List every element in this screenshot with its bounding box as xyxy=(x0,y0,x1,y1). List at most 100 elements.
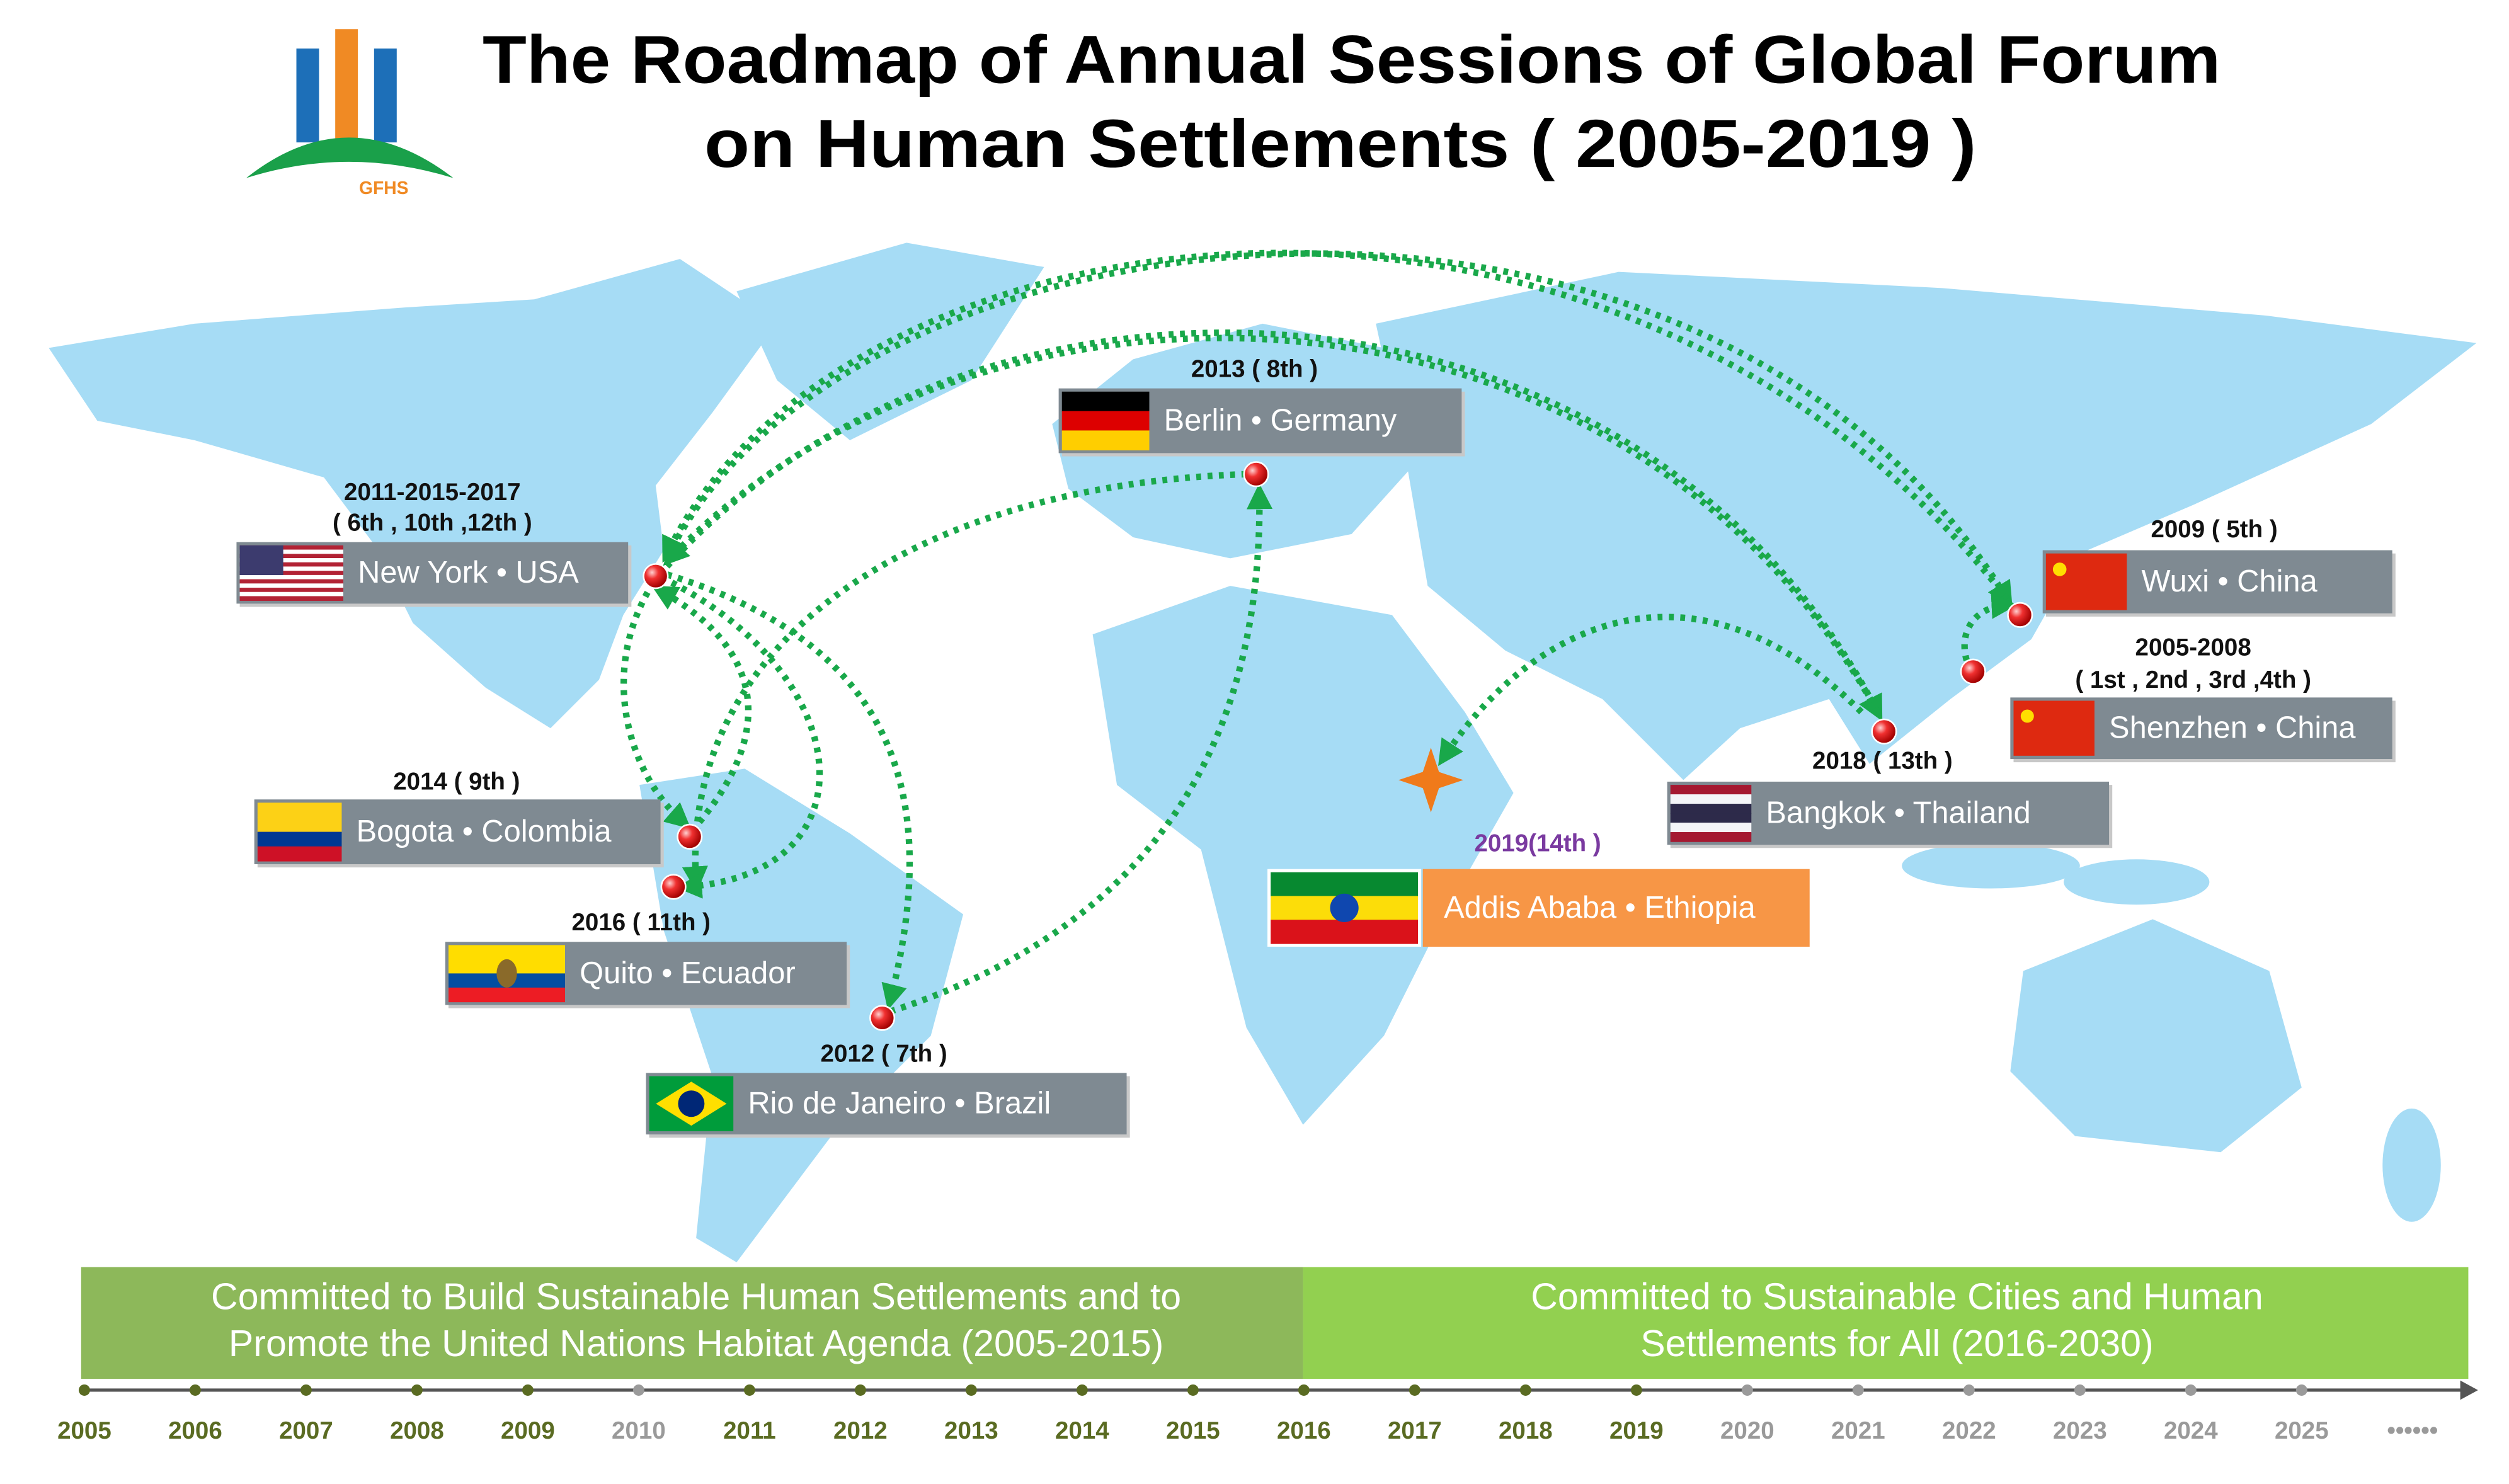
timeline-dot xyxy=(1187,1384,1199,1396)
timeline-dot xyxy=(1741,1384,1753,1396)
timeline-dot xyxy=(2185,1384,2197,1396)
flag-stripe xyxy=(239,596,344,601)
banner-text: Committed to Sustainable Cities and Huma… xyxy=(1531,1276,2263,1318)
logo-arc xyxy=(246,137,454,178)
place-label: Wuxi • China xyxy=(2141,564,2318,598)
flag-stripe xyxy=(257,846,342,862)
city-marker xyxy=(677,823,703,850)
timeline-year: 2007 xyxy=(279,1417,333,1444)
session: Shenzhen • China 2005-2008 ( 1st , 2nd , 3… xyxy=(1960,634,2396,763)
flag-stripe xyxy=(1670,785,1752,795)
star-marker xyxy=(1398,747,1463,813)
timeline-year: 2019 xyxy=(1609,1417,1664,1444)
flag-stripe xyxy=(239,545,344,551)
flag-stripe xyxy=(1061,411,1150,431)
session-heading: 2016 ( 11th ) xyxy=(571,909,711,936)
timeline-year: 2015 xyxy=(1166,1417,1220,1444)
timeline-year: 2023 xyxy=(2053,1417,2107,1444)
place-label: Shenzhen • China xyxy=(2109,711,2356,745)
session-heading: 2018 ( 13th ) xyxy=(1812,747,1953,774)
flag-stripe xyxy=(449,987,566,1003)
flag-stripe xyxy=(239,557,344,563)
label-box xyxy=(1422,869,1810,947)
city-marker xyxy=(643,563,669,590)
timeline-dot xyxy=(1409,1384,1420,1396)
flag-stripe xyxy=(257,817,342,833)
session: Bangkok • Thailand 2018 ( 13th ) xyxy=(1667,718,2113,848)
timeline-year: 2006 xyxy=(168,1417,222,1444)
routes xyxy=(620,249,2018,1015)
flag-stripe xyxy=(239,571,344,576)
timeline-year: 2008 xyxy=(390,1417,444,1444)
timeline-year: 2012 xyxy=(833,1417,888,1444)
flag-stripe xyxy=(1271,872,1418,897)
flag-stripe xyxy=(1670,804,1752,814)
city-marker xyxy=(2007,602,2033,628)
session-heading: ( 6th , 10th ,12th ) xyxy=(333,510,532,537)
timeline-dot xyxy=(1852,1384,1864,1396)
flag-field xyxy=(2045,553,2127,610)
place-label: New York • USA xyxy=(358,556,579,590)
timeline-year: 2009 xyxy=(501,1417,555,1444)
flag-stripe xyxy=(1670,832,1752,842)
flag-stripe xyxy=(239,591,344,597)
flag-stripe xyxy=(239,579,344,585)
session-heading: 2014 ( 9th ) xyxy=(393,768,520,796)
flag-stripe xyxy=(1670,794,1752,804)
timeline-year: 2005 xyxy=(57,1417,111,1444)
flag-star xyxy=(2052,562,2067,576)
flag-star xyxy=(2020,709,2034,723)
logo-text: GFHS xyxy=(359,178,408,198)
flag-stripe xyxy=(239,549,344,555)
timeline-year: 2022 xyxy=(1942,1417,1996,1444)
banner-text: Settlements for All (2016-2030) xyxy=(1640,1323,2153,1364)
city-marker xyxy=(1243,461,1269,488)
flag-stripe xyxy=(449,945,566,960)
timeline-dot xyxy=(1519,1384,1531,1396)
flag-emblem xyxy=(496,959,517,988)
timeline-year: 2016 xyxy=(1277,1417,1331,1444)
timeline-dot xyxy=(632,1384,644,1396)
timeline-year: 2024 xyxy=(2164,1417,2218,1444)
place-label: Quito • Ecuador xyxy=(580,956,796,990)
timeline-year: 2020 xyxy=(1720,1417,1775,1444)
place-label: Bogota • Colombia xyxy=(357,814,612,848)
place-label: Berlin • Germany xyxy=(1164,403,1397,437)
timeline-dot xyxy=(2295,1384,2307,1396)
place-label: Bangkok • Thailand xyxy=(1766,796,2030,830)
logo-bar xyxy=(296,49,319,143)
session: Quito • Ecuador 2016 ( 11th ) xyxy=(445,874,850,1008)
banner xyxy=(81,1267,1303,1379)
flag-stripe xyxy=(239,588,344,593)
flag-stripe xyxy=(1061,430,1150,451)
logo-bar xyxy=(374,49,397,143)
session: Berlin • Germany 2013 ( 8th ) xyxy=(1058,356,1465,488)
city-marker xyxy=(869,1005,896,1031)
session-heading: 2009 ( 5th ) xyxy=(2151,516,2277,543)
timeline-year: •••••• xyxy=(2387,1417,2438,1444)
banner xyxy=(1303,1267,2469,1379)
timeline-dot xyxy=(1630,1384,1642,1396)
timeline-year: 2013 xyxy=(944,1417,998,1444)
flag-stripe xyxy=(1271,920,1418,944)
place-label: Addis Ababa • Ethiopia xyxy=(1444,891,1756,925)
session-heading: 2005-2008 xyxy=(2135,634,2251,661)
flag-canton xyxy=(239,545,283,576)
timeline-arrow xyxy=(2460,1380,2478,1400)
timeline-dot xyxy=(965,1384,977,1396)
session: Addis Ababa • Ethiopia 2019(14th ) xyxy=(1267,830,1810,947)
flag-stripe xyxy=(1061,391,1150,412)
timeline-dot xyxy=(1298,1384,1310,1396)
session: Bogota • Colombia 2014 ( 9th ) xyxy=(254,768,703,868)
flag-stripe xyxy=(239,574,344,580)
banner-text: Promote the United Nations Habitat Agend… xyxy=(229,1323,1163,1364)
timeline-dot xyxy=(743,1384,755,1396)
timeline-dot xyxy=(2074,1384,2086,1396)
session: New York • USA 2011-2015-2017 ( 6th , 10th… xyxy=(236,479,669,607)
flag-globe xyxy=(678,1090,705,1117)
session-heading: 2019(14th ) xyxy=(1475,830,1601,857)
flag-stripe xyxy=(239,554,344,559)
session-heading: ( 1st , 2nd , 3rd ,4th ) xyxy=(2075,666,2311,693)
city-marker xyxy=(1871,718,1897,745)
